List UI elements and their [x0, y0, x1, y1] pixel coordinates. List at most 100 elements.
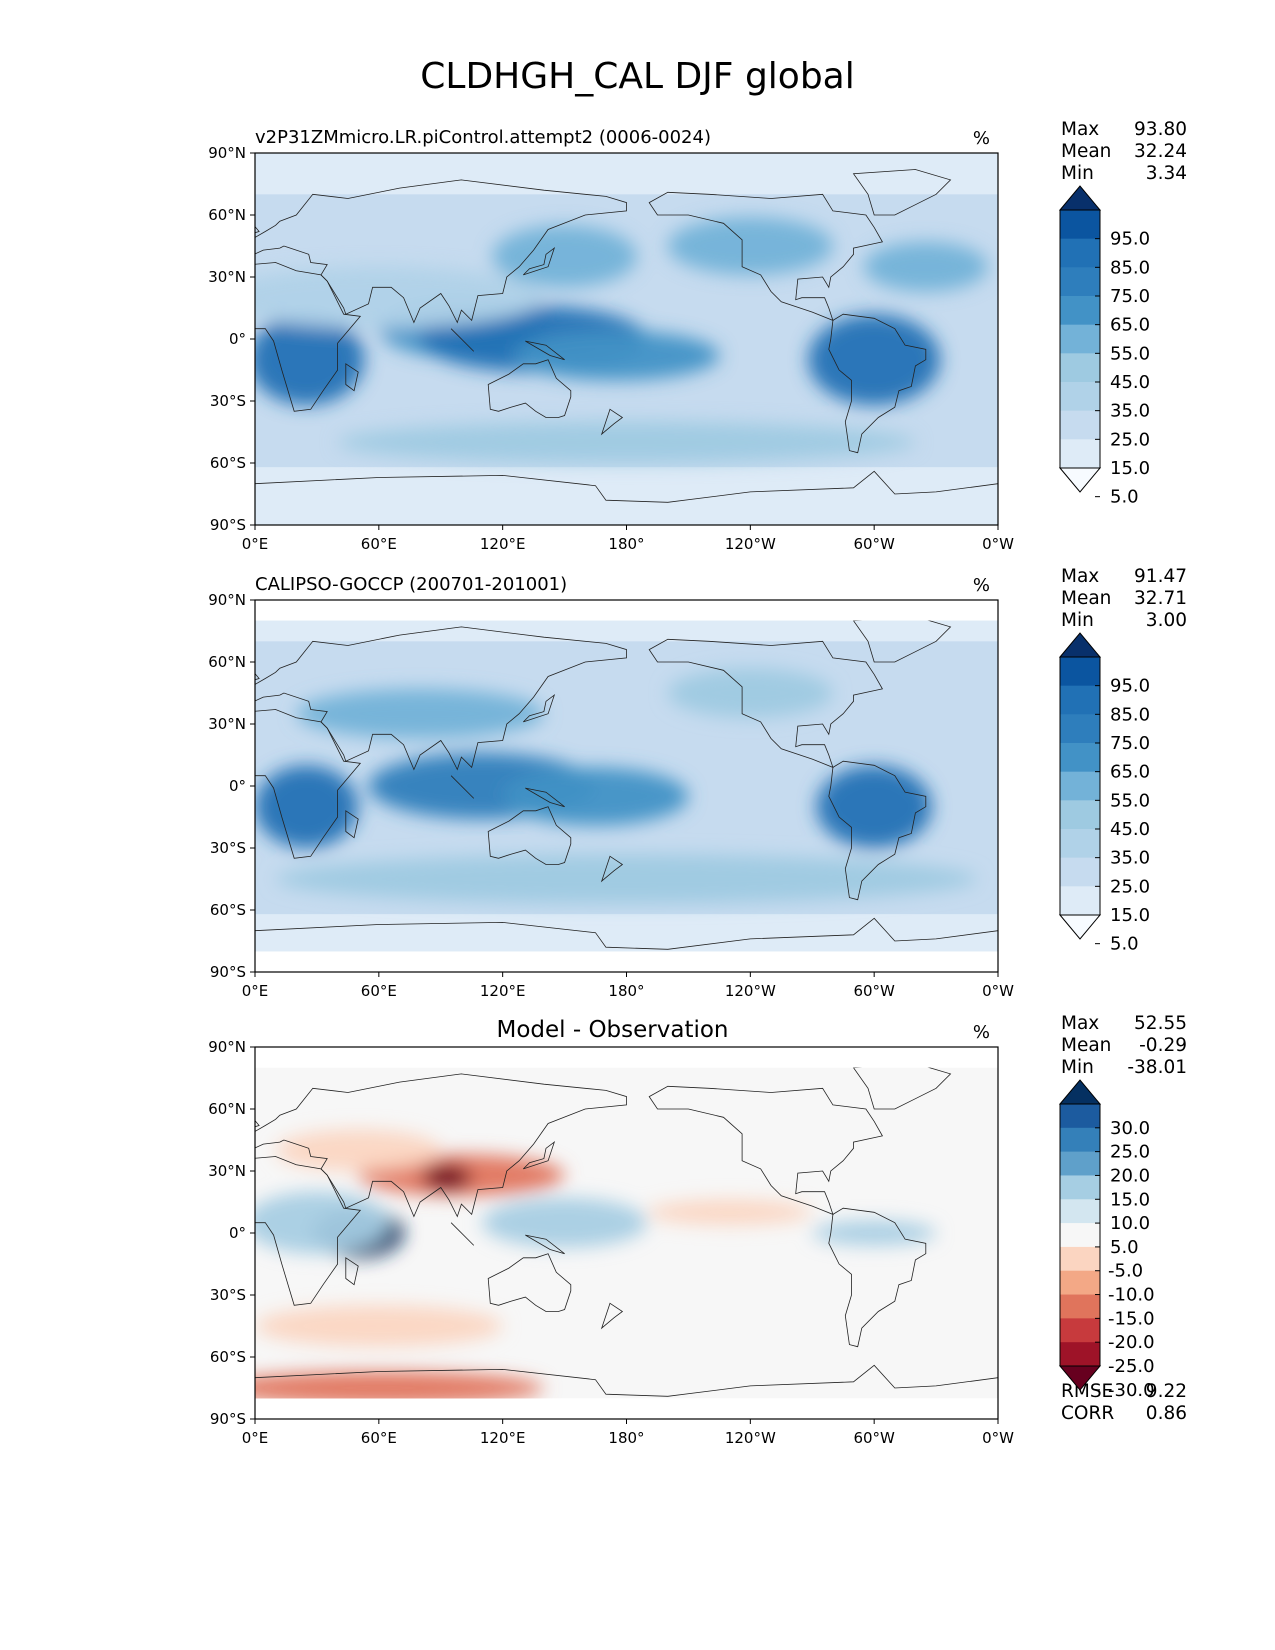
x-tick-label: 60°E [361, 982, 397, 1000]
x-tick-label: 0°E [242, 982, 269, 1000]
x-tick-label: 180° [608, 982, 644, 1000]
coastline [600, 408, 624, 436]
coastline [255, 262, 362, 412]
y-tick-label: 60°S [210, 1348, 246, 1366]
coastline [828, 1207, 927, 1348]
field-feature [512, 330, 720, 381]
colorbar-label: 30.0 [1110, 1118, 1150, 1139]
panel-observation: 0°E 60°E 120°E 180° 120°W 60°W 0°W 90°N 60°N 30°N… [208, 566, 1187, 1000]
field-feature [255, 765, 359, 848]
coastlines [255, 1067, 998, 1399]
field-layer [255, 153, 998, 525]
y-tick-label: 30°S [210, 392, 246, 410]
colorbar-box [1060, 800, 1100, 830]
y-tick-label: 60°S [210, 454, 246, 472]
colorbar-box [1060, 1127, 1100, 1153]
stat-value: 9.22 [1146, 1381, 1187, 1402]
field-feature [422, 1164, 472, 1190]
colorbar-label: 75.0 [1110, 733, 1150, 754]
x-tick-label: 60°W [853, 1429, 895, 1447]
colorbar-label: 5.0 [1110, 934, 1139, 955]
field-band-south [255, 914, 998, 952]
colorbar-label: 65.0 [1110, 315, 1150, 336]
colorbar-box [1060, 1318, 1100, 1343]
coastlines [255, 169, 998, 525]
y-tick-label: 90°N [208, 591, 246, 609]
x-tick-label: 120°W [725, 1429, 776, 1447]
colorbar-label: -25.0 [1108, 1356, 1155, 1377]
colorbar-frame [1059, 209, 1101, 469]
y-tick-label: 0° [229, 1224, 246, 1242]
field-features [255, 217, 988, 464]
field-band-south [255, 467, 998, 525]
colorbar-box [1060, 1246, 1100, 1272]
colorbar-box [1060, 296, 1100, 326]
field-feature [255, 314, 365, 406]
field-layer [255, 1067, 998, 1399]
x-tick-label: 60°E [361, 1429, 397, 1447]
colorbar-label: 95.0 [1110, 676, 1150, 697]
panel-title: v2P31ZMmicro.LR.piControl.attempt2 (0006… [255, 127, 711, 148]
y-tick-label: 60°N [208, 653, 246, 671]
field-feature [255, 266, 544, 329]
stat-label: Mean [1061, 1035, 1111, 1056]
x-tick-label: 0°E [242, 1429, 269, 1447]
panel-title: CALIPSO-GOCCP (200701-201001) [255, 574, 567, 595]
units-label: % [973, 1022, 990, 1043]
colorbar-box [1060, 1294, 1100, 1319]
colorbar-label: 55.0 [1110, 343, 1150, 364]
field-feature [255, 1191, 390, 1254]
coastline [487, 806, 572, 865]
colorbar-box [1060, 743, 1100, 773]
stat-label: Min [1061, 1057, 1094, 1078]
x-tick-label: 180° [608, 1429, 644, 1447]
coastline [525, 1234, 565, 1255]
field-feature [863, 241, 988, 292]
field-feature [667, 668, 833, 718]
colorbar-label: -30.0 [1108, 1380, 1155, 1401]
coastline [600, 1302, 624, 1330]
y-tick-label: 0° [229, 777, 246, 795]
coastlines [255, 620, 998, 952]
coastline [523, 1141, 556, 1170]
colorbar-box [1060, 1199, 1100, 1224]
colorbar-label: 25.0 [1110, 429, 1150, 450]
coastline [255, 709, 362, 859]
colorbar-label: 5.0 [1110, 1237, 1139, 1258]
coastline [828, 313, 927, 454]
colorbar-box [1060, 829, 1100, 859]
field-feature [816, 765, 932, 848]
stat-value: 3.34 [1146, 163, 1187, 184]
stat-label: Max [1061, 1013, 1099, 1034]
coastline [255, 626, 627, 771]
field-feature [275, 854, 978, 904]
panel-model: 0°E 60°E 120°E 180° 120°W 60°W 0°W 90°N 60°N 30°N… [208, 119, 1187, 553]
field-feature [275, 1129, 441, 1171]
x-tick-label: 120°E [480, 982, 526, 1000]
colorbar-label: 45.0 [1110, 819, 1150, 840]
stat-value: -0.29 [1139, 1035, 1187, 1056]
colorbar-label: 45.0 [1110, 372, 1150, 393]
colorbar-box [1060, 1270, 1100, 1296]
colorbar-label: 25.0 [1110, 876, 1150, 897]
y-tick-label: 90°N [208, 1038, 246, 1056]
coastline [523, 247, 556, 276]
y-tick-label: 30°N [208, 1162, 246, 1180]
field-feature [337, 421, 916, 464]
colorbar-box [1060, 210, 1100, 240]
coastline [600, 855, 624, 883]
colorbar-box [1060, 1175, 1100, 1200]
y-tick-label: 0° [229, 330, 246, 348]
field-band-north [255, 153, 998, 195]
colorbar-box [1060, 771, 1100, 801]
colorbar-extend-bottom [1058, 467, 1102, 493]
x-tick-label: 120°E [480, 535, 526, 553]
colorbar-label: 95.0 [1110, 229, 1150, 250]
colorbar-extend-top [1058, 632, 1102, 658]
stat-label: Mean [1061, 141, 1111, 162]
colorbar-box [1060, 1342, 1100, 1367]
field-band-north [255, 620, 998, 642]
field-feature [502, 767, 689, 826]
colorbar-box [1060, 382, 1100, 412]
colorbar-label: 25.0 [1110, 1142, 1150, 1163]
